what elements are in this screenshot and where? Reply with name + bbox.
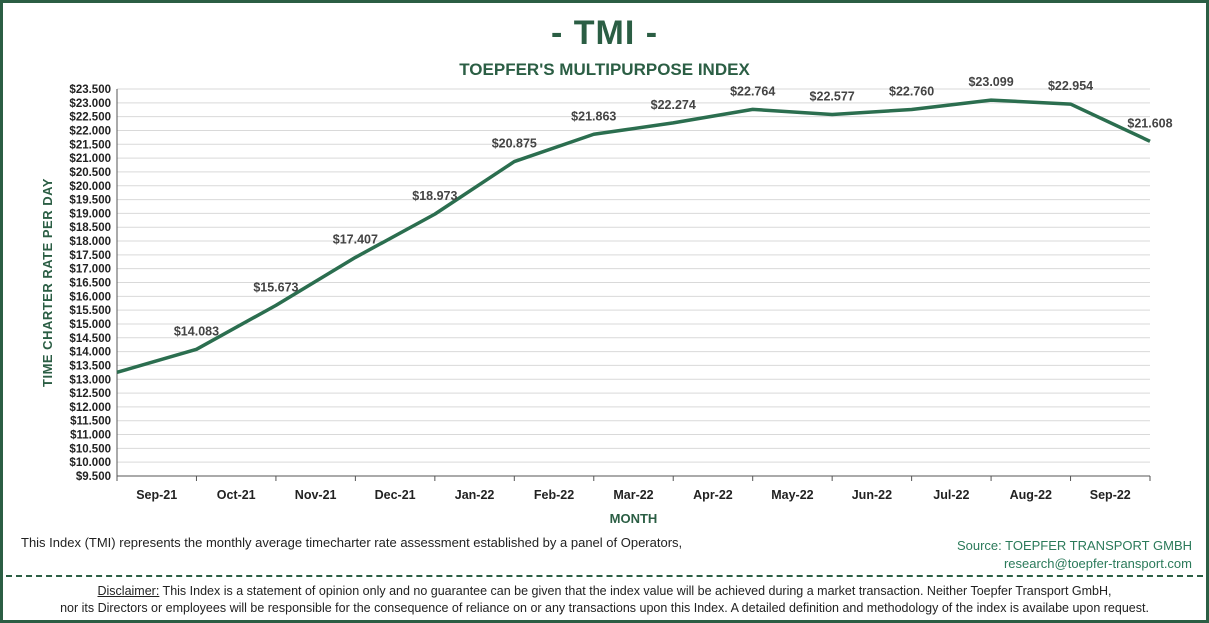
data-label: $14.083: [174, 324, 219, 338]
data-label: $23.099: [968, 75, 1013, 89]
y-tick-label: $23.500: [69, 84, 111, 96]
data-label: $17.407: [333, 232, 378, 246]
data-label: $15.673: [253, 280, 298, 294]
y-axis-title: TIME CHARTER RATE PER DAY: [40, 178, 55, 387]
series-line: [116, 98, 1151, 375]
y-tick-label: $19.000: [69, 208, 111, 220]
x-tick-label: Oct-21: [217, 488, 256, 502]
dashed-divider: [6, 575, 1203, 577]
x-tick-label: Dec-21: [375, 488, 416, 502]
y-tick-label: $13.000: [69, 374, 111, 386]
y-tick-label: $15.000: [69, 319, 111, 331]
x-tick-label: Nov-21: [295, 488, 337, 502]
data-label: $18.973: [412, 189, 457, 203]
chart-subtitle: TOEPFER'S MULTIPURPOSE INDEX: [459, 60, 750, 79]
y-tick-label: $22.500: [69, 112, 111, 124]
y-tick-label: $21.500: [69, 139, 111, 151]
data-label: $22.760: [889, 84, 934, 98]
y-tick-label: $12.000: [69, 402, 111, 414]
x-axis-title: MONTH: [610, 511, 658, 526]
y-tick-label: $23.000: [69, 98, 111, 110]
x-tick-label: Feb-22: [534, 488, 574, 502]
source-email: research@toepfer-transport.com: [1003, 556, 1192, 571]
source-block: Source: TOEPFER TRANSPORT GMBH research@…: [957, 537, 1192, 573]
y-tick-label: $13.500: [69, 360, 111, 372]
y-tick-label: $19.500: [69, 195, 111, 207]
y-tick-label: $17.500: [69, 250, 111, 262]
y-tick-label: $14.500: [69, 333, 111, 345]
data-label: $20.875: [492, 137, 537, 151]
y-tick-label: $12.500: [69, 388, 111, 400]
disclaimer: Disclaimer: This Index is a statement of…: [0, 583, 1209, 617]
disclaimer-line-1: Disclaimer: This Index is a statement of…: [0, 583, 1209, 600]
disclaimer-line-2: nor its Directors or employees will be r…: [60, 601, 1149, 615]
disclaimer-text-1: This Index is a statement of opinion onl…: [159, 584, 1112, 598]
y-tick-label: $11.000: [70, 430, 111, 442]
data-label: $22.577: [810, 90, 855, 104]
y-tick-label: $21.000: [69, 153, 111, 165]
data-label: $22.764: [730, 84, 775, 98]
x-tick-label: Jun-22: [852, 488, 892, 502]
x-tick-label: Sep-22: [1090, 488, 1131, 502]
data-label: $21.608: [1127, 116, 1172, 130]
y-tick-label: $11.500: [70, 416, 111, 428]
index-note: This Index (TMI) represents the monthly …: [21, 535, 683, 550]
data-label: $22.954: [1048, 79, 1093, 93]
y-tick-label: $14.000: [69, 347, 111, 359]
x-tick-label: Apr-22: [693, 488, 733, 502]
x-tick-label: Jul-22: [933, 488, 969, 502]
y-tick-label: $18.500: [69, 222, 111, 234]
y-tick-label: $15.500: [69, 305, 111, 317]
x-tick-label: Mar-22: [613, 488, 653, 502]
y-tick-label: $17.000: [69, 264, 111, 276]
x-tick-label: Sep-21: [136, 488, 177, 502]
y-tick-label: $16.500: [69, 278, 111, 290]
y-tick-label: $18.000: [69, 236, 111, 248]
x-tick-label: Jan-22: [455, 488, 495, 502]
chart-title: - TMI -: [550, 14, 659, 52]
disclaimer-label: Disclaimer:: [97, 584, 160, 598]
y-tick-label: $22.000: [69, 125, 111, 137]
y-tick-label: $9.500: [76, 471, 111, 483]
y-tick-label: $10.500: [69, 443, 111, 455]
y-tick-label: $20.500: [69, 167, 111, 179]
y-tick-label: $16.000: [69, 291, 111, 303]
x-tick-label: May-22: [771, 488, 813, 502]
data-label: $21.863: [571, 109, 616, 123]
x-tick-label: Aug-22: [1010, 488, 1052, 502]
y-tick-label: $20.000: [69, 181, 111, 193]
y-tick-label: $10.000: [69, 457, 111, 469]
data-label: $22.274: [651, 98, 696, 112]
source-name: Source: TOEPFER TRANSPORT GMBH: [956, 538, 1192, 553]
